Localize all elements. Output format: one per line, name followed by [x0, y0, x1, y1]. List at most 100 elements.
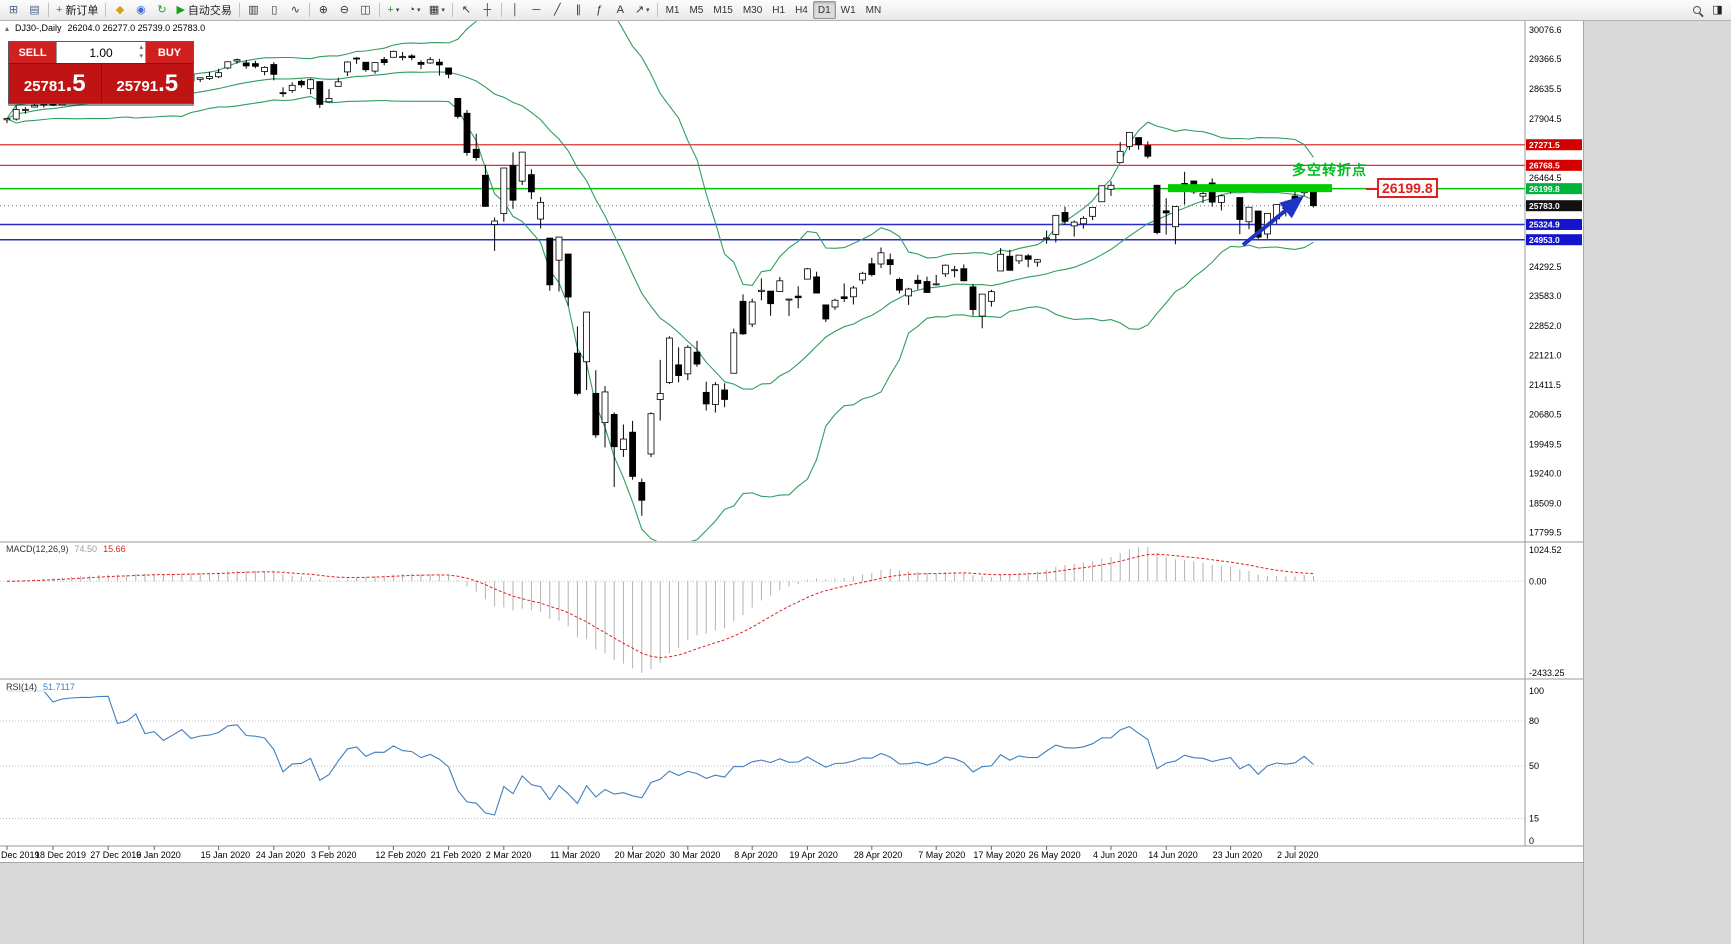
buy-price-pips: .5: [158, 70, 179, 97]
timeframe-mn-button[interactable]: MN: [861, 1, 887, 19]
price-tag: [1526, 139, 1582, 151]
svg-text:19240.0: 19240.0: [1529, 469, 1562, 479]
buy-price[interactable]: 25791.5: [102, 64, 194, 103]
autotrading-button[interactable]: ▶ 自动交易: [172, 1, 235, 19]
candle-chart-button[interactable]: ▯: [264, 1, 285, 19]
svg-text:27271.5: 27271.5: [1529, 140, 1560, 150]
toolbar-separator: [500, 3, 502, 17]
sell-price[interactable]: 25781.5: [9, 64, 102, 103]
tile-windows-button[interactable]: ◫: [355, 1, 376, 19]
fibonacci-button[interactable]: ƒ: [589, 1, 610, 19]
sell-button[interactable]: SELL: [9, 42, 56, 63]
spinner-up-icon[interactable]: ▴: [139, 44, 143, 51]
svg-text:2 Jul 2020: 2 Jul 2020: [1277, 850, 1319, 860]
vertical-line-button[interactable]: │: [505, 1, 526, 19]
svg-text:-2433.25: -2433.25: [1529, 668, 1565, 678]
timeframe-m30-button[interactable]: M30: [738, 1, 767, 19]
svg-text:26 May 2020: 26 May 2020: [1029, 850, 1081, 860]
bollinger-lower-band: [6, 95, 1314, 541]
trend-arrow[interactable]: [1241, 195, 1305, 247]
price-tag: [1526, 234, 1582, 246]
svg-text:21411.5: 21411.5: [1529, 380, 1561, 390]
channel-button[interactable]: ∥: [568, 1, 589, 19]
timeframe-h4-button[interactable]: H4: [790, 1, 813, 19]
svg-text:17799.5: 17799.5: [1529, 528, 1562, 538]
annotation-price-label: 26199.8: [1366, 178, 1438, 198]
volume-input[interactable]: 1.00 ▴ ▾: [56, 42, 146, 63]
horizontal-levels: [0, 144, 1525, 241]
cursor-button[interactable]: ↖: [456, 1, 477, 19]
arrows-button[interactable]: ↗ ▾: [631, 1, 654, 19]
svg-text:15: 15: [1529, 814, 1539, 824]
workspace-right-area: [1583, 21, 1731, 944]
caret-down-icon: ▾: [441, 7, 445, 14]
trendline-button[interactable]: ╱: [547, 1, 568, 19]
refresh-button[interactable]: ↻: [151, 1, 172, 19]
buy-button[interactable]: BUY: [146, 42, 193, 63]
timeframe-w1-button[interactable]: W1: [836, 1, 861, 19]
svg-text:30076.6: 30076.6: [1529, 25, 1562, 35]
chart-window: 30076.6 29366.5 28635.5 27904.5 26464.5 24292…: [0, 21, 1583, 862]
rsi-line: [7, 690, 1314, 816]
search-button[interactable]: [1686, 1, 1707, 19]
timeframe-m15-button[interactable]: M15: [708, 1, 737, 19]
volume-value: 1.00: [89, 45, 113, 60]
macd-signal-line: [6, 553, 1314, 659]
text-label-icon: A: [616, 3, 624, 16]
buy-price-main: 25791: [116, 78, 159, 95]
caret-down-icon: ▾: [646, 7, 650, 14]
timeframe-h1-button[interactable]: H1: [767, 1, 790, 19]
profiles-button[interactable]: ▤: [24, 1, 45, 19]
bar-chart-icon: ▥: [248, 3, 259, 16]
timeframe-m1-button[interactable]: M1: [661, 1, 685, 19]
indicators-button[interactable]: + ▾: [383, 1, 404, 19]
metaeditor-button[interactable]: ◆: [109, 1, 130, 19]
zoom-in-button[interactable]: ⊕: [313, 1, 334, 19]
svg-text:50: 50: [1529, 761, 1539, 771]
bollinger-middle-band: [6, 71, 1314, 390]
svg-text:26464.5: 26464.5: [1529, 173, 1562, 183]
profiles-icon: ▤: [29, 3, 40, 16]
svg-text:30 Mar 2020: 30 Mar 2020: [670, 850, 721, 860]
svg-text:18 Dec 2019: 18 Dec 2019: [35, 850, 86, 860]
volume-spinner[interactable]: ▴ ▾: [139, 43, 143, 61]
svg-text:22852.0: 22852.0: [1529, 321, 1562, 331]
crosshair-icon: ┼: [483, 3, 492, 16]
svg-text:23583.0: 23583.0: [1529, 291, 1562, 301]
arrows-icon: ↗: [634, 3, 645, 16]
macd-main-value: 74.50: [74, 544, 98, 554]
periods-button[interactable]: ◔ ▾: [404, 1, 425, 19]
rsi-label: RSI(14) 51.7117: [4, 682, 77, 692]
svg-text:24292.5: 24292.5: [1529, 262, 1562, 272]
zoom-in-icon: ⊕: [318, 3, 329, 16]
resistance-band[interactable]: [1168, 184, 1332, 193]
timeframe-m5-button[interactable]: M5: [684, 1, 708, 19]
svg-text:4 Jun 2020: 4 Jun 2020: [1093, 850, 1138, 860]
timeframe-d1-button[interactable]: D1: [812, 1, 836, 19]
svg-text:2 Mar 2020: 2 Mar 2020: [486, 850, 532, 860]
macd-title: MACD(12,26,9): [6, 544, 69, 554]
candle-chart-icon: ▯: [271, 3, 278, 16]
accounts-button[interactable]: ◉: [130, 1, 151, 19]
bar-chart-button[interactable]: ▥: [243, 1, 264, 19]
svg-text:12 Feb 2020: 12 Feb 2020: [375, 850, 426, 860]
spinner-down-icon[interactable]: ▾: [139, 53, 143, 60]
crosshair-button[interactable]: ┼: [477, 1, 498, 19]
svg-text:18509.0: 18509.0: [1529, 499, 1562, 509]
templates-button[interactable]: ▦ ▾: [425, 1, 449, 19]
chart-windows-button[interactable]: ◨: [1707, 1, 1728, 19]
new-chart-button[interactable]: ⊞: [3, 1, 24, 19]
line-chart-button[interactable]: ∿: [285, 1, 306, 19]
svg-text:100: 100: [1529, 686, 1544, 696]
candlesticks: [3, 50, 1317, 516]
horizontal-line-button[interactable]: ─: [526, 1, 547, 19]
text-label-button[interactable]: A: [610, 1, 631, 19]
trade-panel-toggle-icon[interactable]: ▴: [5, 23, 10, 33]
line-chart-icon: ∿: [290, 3, 301, 16]
new-order-button[interactable]: + 新订单: [52, 1, 102, 19]
zoom-out-button[interactable]: ⊖: [334, 1, 355, 19]
search-icon: [1692, 6, 1701, 14]
price-chart[interactable]: 30076.6 29366.5 28635.5 27904.5 26464.5 24292…: [0, 21, 1583, 862]
workspace-bottom-area: [0, 862, 1583, 944]
